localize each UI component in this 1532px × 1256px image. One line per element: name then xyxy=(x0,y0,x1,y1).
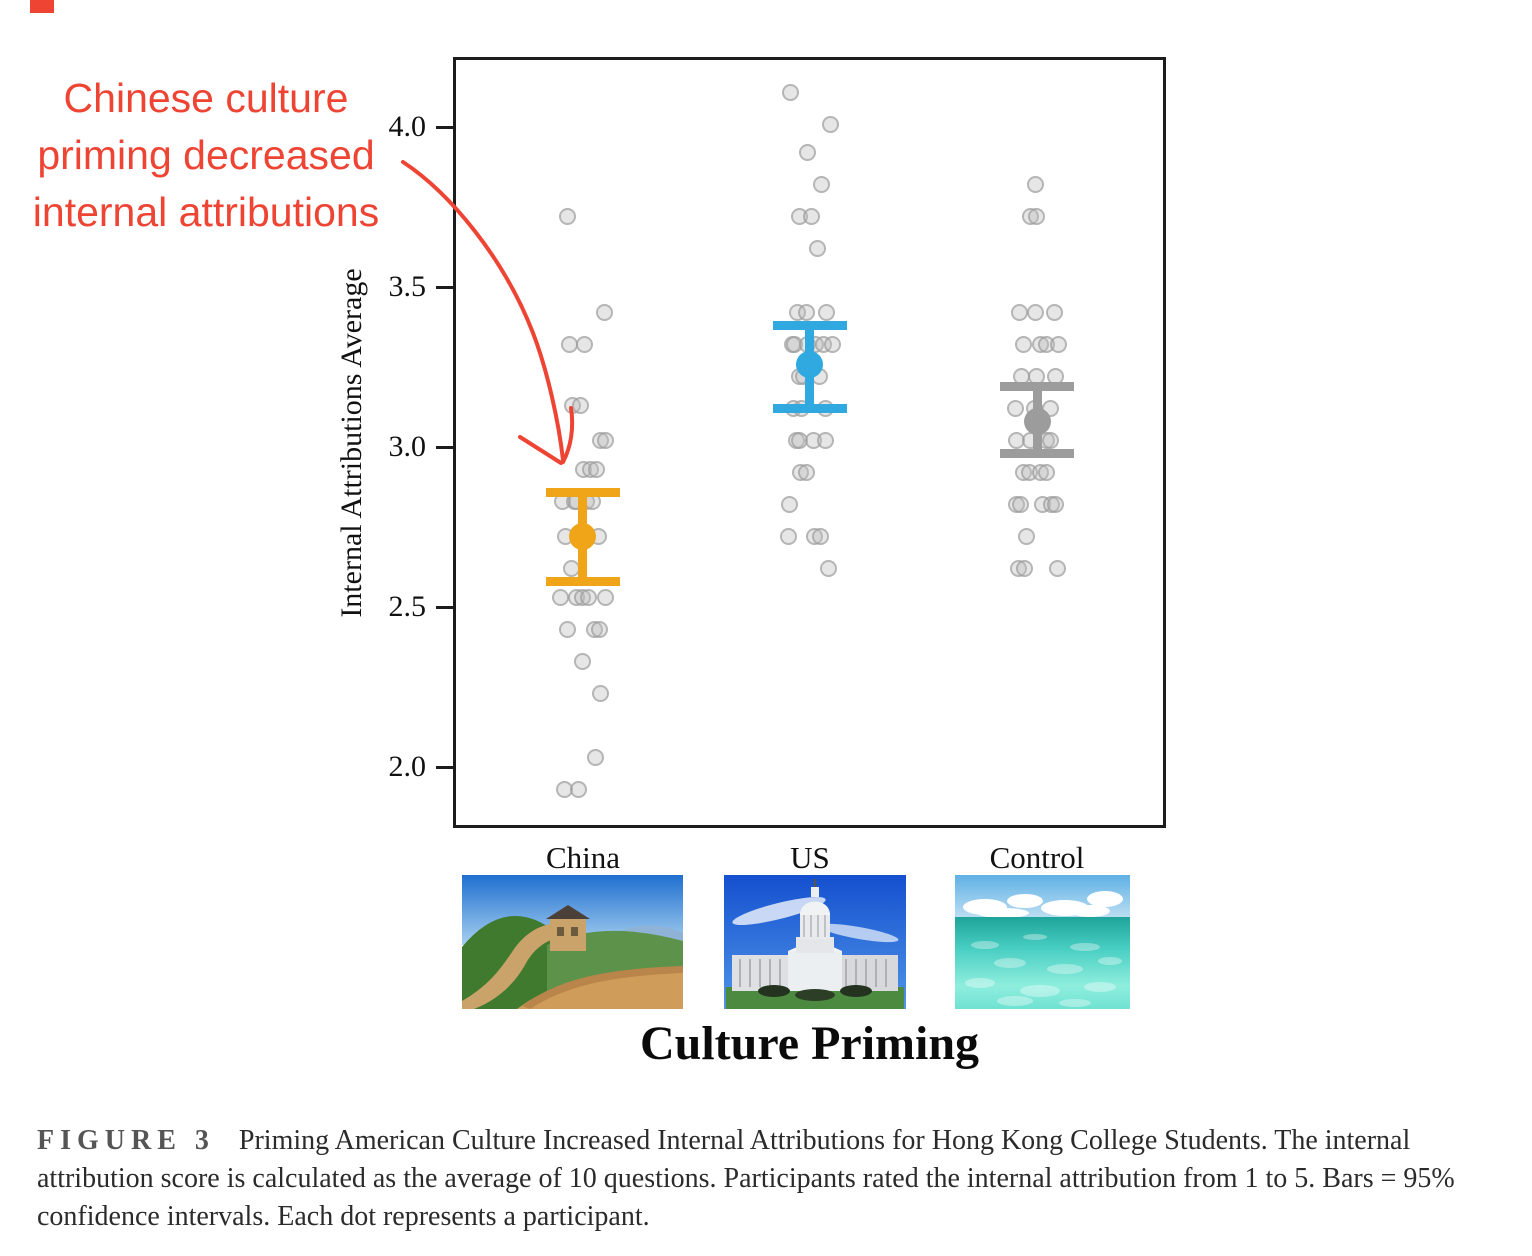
data-point xyxy=(820,560,838,578)
annotation-line-2: priming decreased xyxy=(37,132,375,178)
figure-caption-label: FIGURE 3 xyxy=(37,1125,215,1156)
ci-cap-bottom xyxy=(772,404,847,414)
data-point xyxy=(1045,304,1063,322)
data-point xyxy=(799,144,817,162)
annotation-text: Chinese culture priming decreased intern… xyxy=(0,70,412,241)
cloud xyxy=(732,897,826,925)
data-point xyxy=(812,528,830,546)
data-point xyxy=(822,115,840,133)
data-point xyxy=(824,336,842,354)
y-tick-label: 3.0 xyxy=(388,430,427,464)
clouds xyxy=(963,891,1123,918)
data-point xyxy=(559,621,577,639)
y-tick-label: 3.5 xyxy=(388,270,427,304)
data-point xyxy=(591,621,609,639)
ci-cap-top xyxy=(1000,381,1074,391)
y-tick xyxy=(436,445,453,449)
capitol-dome xyxy=(800,901,830,915)
data-point xyxy=(580,589,598,607)
data-point xyxy=(798,304,816,322)
data-point xyxy=(1037,464,1055,482)
data-point xyxy=(782,83,800,101)
data-point xyxy=(592,685,610,703)
figure-caption-text: Priming American Culture Increased Inter… xyxy=(37,1125,1455,1232)
data-point xyxy=(1015,560,1033,578)
y-tick xyxy=(436,285,453,289)
data-point xyxy=(1006,400,1024,418)
figure-caption: FIGURE 3 Priming American Culture Increas… xyxy=(37,1122,1495,1236)
data-point xyxy=(588,461,606,479)
y-tick xyxy=(436,125,453,129)
great-wall-photo xyxy=(462,875,683,1009)
data-point xyxy=(1017,528,1035,546)
capitol-portico xyxy=(788,951,842,991)
mean-dot xyxy=(1023,408,1051,436)
data-point xyxy=(1049,336,1067,354)
data-point xyxy=(798,464,816,482)
watchtower xyxy=(550,917,586,951)
y-tick-label: 2.0 xyxy=(388,750,427,784)
annotation-line-1: Chinese culture xyxy=(63,75,349,121)
data-point xyxy=(572,397,590,415)
ocean-photo xyxy=(955,875,1130,1009)
data-point xyxy=(809,240,827,258)
data-point xyxy=(1014,336,1032,354)
red-marker-artifact xyxy=(30,0,54,13)
y-tick xyxy=(436,765,453,769)
data-point xyxy=(1010,304,1028,322)
data-point xyxy=(552,589,570,607)
data-point xyxy=(803,208,821,226)
data-point xyxy=(597,432,615,450)
data-point xyxy=(1046,496,1064,514)
data-point xyxy=(1026,176,1044,194)
plot-area: 2.0 2.5 3.0 3.5 4.0 xyxy=(389,57,1166,828)
x-category-label: China xyxy=(545,840,620,875)
ci-cap-top xyxy=(545,487,620,497)
data-point xyxy=(1026,304,1044,322)
us-capitol-photo xyxy=(724,875,906,1009)
x-category-label: Control xyxy=(989,840,1085,875)
ci-cap-bottom xyxy=(1000,449,1074,459)
y-tick-label: 4.0 xyxy=(388,110,427,144)
x-category-label: US xyxy=(790,840,830,875)
data-point xyxy=(597,589,615,607)
data-point xyxy=(1048,560,1066,578)
sea-surface xyxy=(955,917,1130,1009)
annotation-line-3: internal attributions xyxy=(32,189,380,235)
ci-cap-top xyxy=(772,321,847,331)
ci-cap-bottom xyxy=(545,577,620,587)
water-ripples xyxy=(965,934,1122,1007)
data-point xyxy=(596,304,614,322)
data-point xyxy=(1041,432,1059,450)
data-point xyxy=(813,176,831,194)
data-point xyxy=(559,208,577,226)
data-point xyxy=(818,304,836,322)
cloud xyxy=(819,923,899,943)
y-tick-label: 2.5 xyxy=(388,590,427,624)
x-axis-title: Culture Priming xyxy=(639,1017,980,1070)
data-point xyxy=(570,781,588,799)
data-point xyxy=(1027,208,1045,226)
y-tick xyxy=(436,605,453,609)
data-point xyxy=(574,653,592,671)
data-point xyxy=(576,336,594,354)
data-point xyxy=(780,528,798,546)
data-point xyxy=(1011,496,1029,514)
data-point xyxy=(817,432,835,450)
data-point xyxy=(781,496,799,514)
data-point xyxy=(587,749,605,767)
mean-dot xyxy=(796,350,824,378)
mean-dot xyxy=(569,523,597,551)
